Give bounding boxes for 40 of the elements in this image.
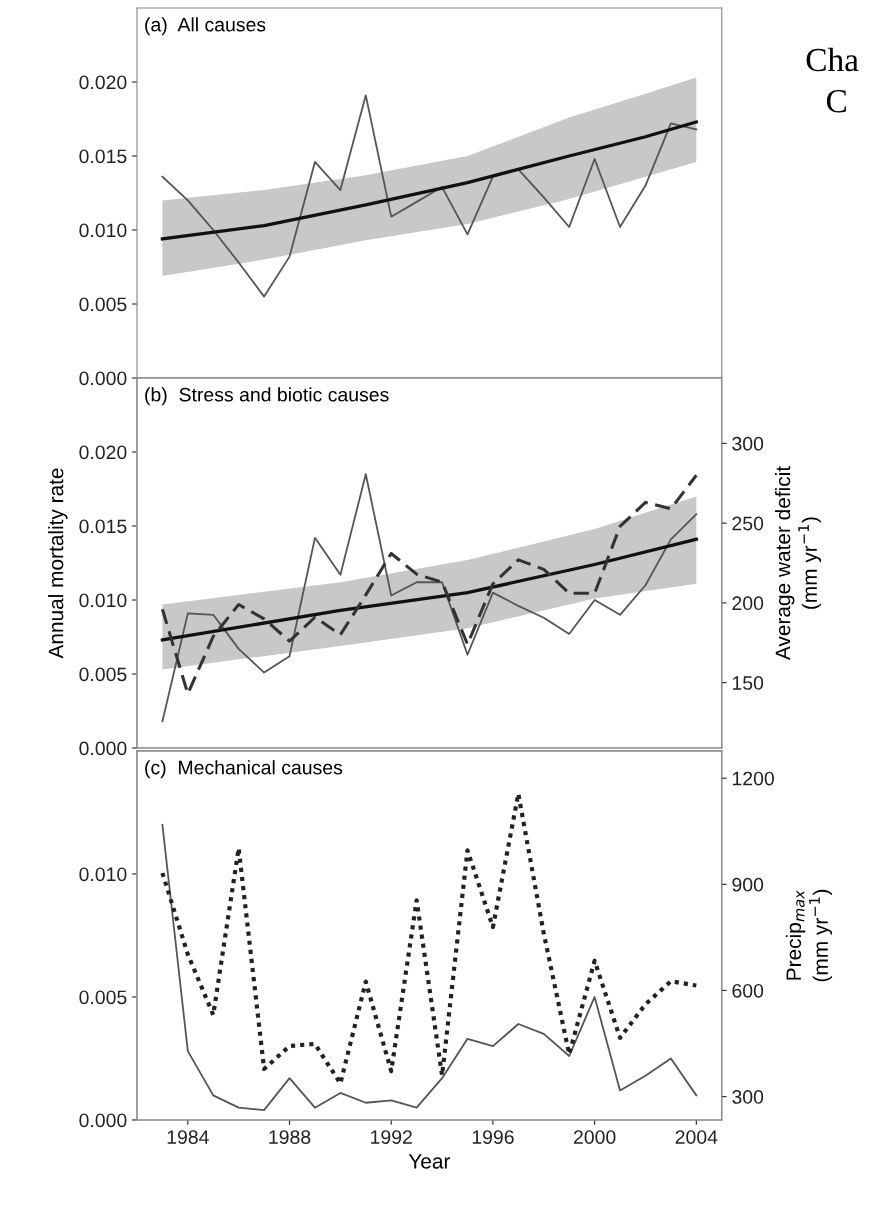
x-axis-title: Year xyxy=(408,1154,451,1169)
y-tick-label: 0.000 xyxy=(79,371,127,386)
y2-axis-title: Average water deficit (mm yr$^{−1}$) xyxy=(775,466,822,661)
y2-tick-label: 600 xyxy=(732,983,764,998)
y-tick-label: 0.010 xyxy=(79,867,127,882)
y-tick-label: 0.010 xyxy=(79,593,127,608)
chart-title: (a) All causes xyxy=(145,17,266,36)
y2-tick-label: 900 xyxy=(732,877,764,892)
line-series xyxy=(160,537,698,642)
chart-title: (c) Mechanical causes xyxy=(145,760,343,779)
chart-title: (b) Stress and biotic causes xyxy=(145,387,389,406)
y-tick-label: 0.000 xyxy=(79,741,127,756)
y-tick-label: 0.005 xyxy=(79,667,127,682)
y2-tick-label: 250 xyxy=(732,516,764,531)
y-tick-label: 0.010 xyxy=(79,223,127,238)
line-series xyxy=(160,120,698,241)
y2-tick-label: 200 xyxy=(732,596,764,611)
y2-tick-label: 1200 xyxy=(732,771,774,786)
y-axis-title: Annual mortality rate xyxy=(48,468,68,659)
y-tick-label: 0.000 xyxy=(79,1113,127,1128)
line-series xyxy=(161,823,698,1112)
y-tick-label: 0.005 xyxy=(79,990,127,1005)
y-tick-label: 0.020 xyxy=(79,75,127,90)
x-tick-label: 1988 xyxy=(269,1130,311,1144)
x-tick-label: 1992 xyxy=(371,1130,412,1144)
y-tick-label: 0.015 xyxy=(79,519,127,534)
y-tick-label: 0.015 xyxy=(79,149,127,164)
text: C xyxy=(826,90,846,113)
y2-tick-label: 150 xyxy=(732,676,764,690)
x-tick-label: 2000 xyxy=(573,1130,616,1144)
x-tick-label: 1996 xyxy=(472,1130,514,1144)
y2-tick-label: 300 xyxy=(732,1090,764,1104)
text: Cha xyxy=(806,47,859,72)
y-tick-label: 0.005 xyxy=(79,297,127,312)
x-tick-label: 1984 xyxy=(167,1130,209,1144)
y2-tick-label: 300 xyxy=(732,436,764,451)
y2-axis-title: Precip$_{max}$ (mm yr$^{−1}$) xyxy=(785,889,833,982)
y-tick-label: 0.020 xyxy=(79,445,127,460)
x-tick-label: 2004 xyxy=(675,1130,718,1144)
line-series xyxy=(161,94,698,298)
